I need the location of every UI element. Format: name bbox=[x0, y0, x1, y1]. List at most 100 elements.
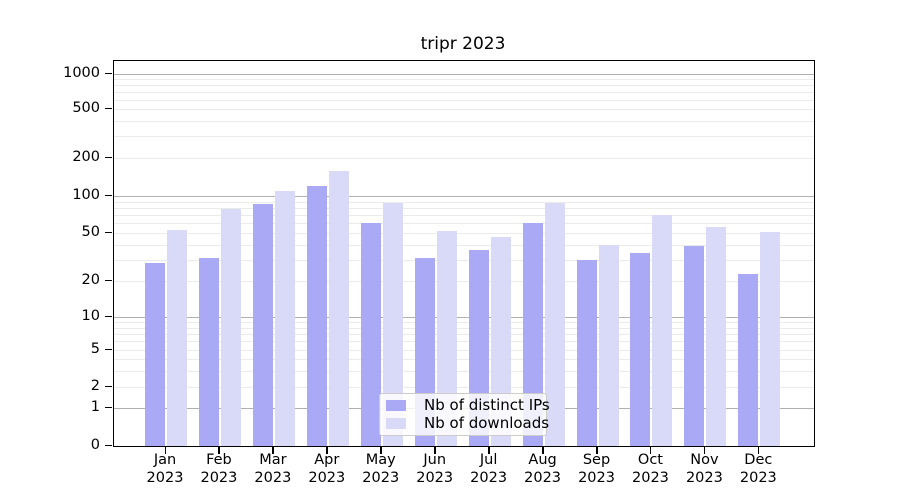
gridline-minor bbox=[114, 341, 814, 343]
bar-distinct-ips-sep bbox=[576, 259, 597, 446]
y-tick bbox=[105, 348, 112, 350]
y-tick-label: 5 bbox=[90, 341, 100, 357]
gridline-minor bbox=[114, 120, 814, 122]
y-tick bbox=[105, 406, 112, 408]
x-tick-label: Apr 2023 bbox=[308, 452, 346, 486]
gridline-minor bbox=[114, 207, 814, 209]
x-tick bbox=[649, 446, 652, 454]
bar-downloads-apr bbox=[328, 170, 349, 446]
gridline-minor bbox=[114, 92, 814, 93]
y-tick bbox=[105, 444, 112, 446]
x-tick-label: Jan 2023 bbox=[146, 452, 184, 486]
legend-row-downloads: Nb of downloads bbox=[386, 415, 549, 432]
y-tick-label: 50 bbox=[81, 224, 100, 240]
x-tick bbox=[488, 446, 490, 454]
bar-distinct-ips-dec bbox=[738, 273, 759, 446]
y-tick-label: 1 bbox=[90, 399, 100, 415]
gridline-minor bbox=[114, 85, 814, 87]
gridline-minor bbox=[114, 333, 814, 335]
gridline-minor bbox=[114, 244, 814, 246]
gridline-minor bbox=[114, 322, 814, 324]
y-tick-label: 1000 bbox=[63, 65, 100, 81]
x-tick-label: Mar 2023 bbox=[254, 452, 292, 486]
y-tick bbox=[105, 156, 112, 158]
y-tick bbox=[105, 231, 112, 233]
bar-downloads-oct bbox=[652, 215, 673, 446]
gridline-major bbox=[114, 74, 814, 75]
legend: Nb of distinct IPs Nb of downloads bbox=[379, 393, 550, 436]
bar-downloads-dec bbox=[760, 231, 781, 446]
x-tick bbox=[164, 446, 166, 454]
x-tick-label: Jun 2023 bbox=[416, 452, 454, 486]
gridline-minor bbox=[114, 109, 814, 110]
bar-distinct-ips-oct bbox=[630, 253, 651, 446]
bar-distinct-ips-feb bbox=[198, 258, 219, 446]
gridline-minor bbox=[114, 79, 814, 81]
x-tick-label: Jul 2023 bbox=[470, 452, 508, 486]
bar-downloads-feb bbox=[220, 209, 241, 446]
bar-distinct-ips-jan bbox=[145, 263, 165, 446]
legend-label-downloads: Nb of downloads bbox=[424, 414, 550, 432]
gridline-minor bbox=[114, 327, 814, 329]
plot-area bbox=[113, 60, 815, 447]
legend-label-distinct-ips: Nb of distinct IPs bbox=[424, 396, 550, 414]
gridline-minor bbox=[114, 281, 814, 282]
gridline-minor bbox=[114, 233, 814, 234]
bar-distinct-ips-may bbox=[360, 223, 381, 446]
y-tick bbox=[105, 315, 112, 317]
x-tick bbox=[380, 446, 382, 454]
bar-distinct-ips-mar bbox=[252, 204, 273, 446]
y-tick-label: 20 bbox=[81, 272, 100, 288]
bar-downloads-mar bbox=[274, 190, 295, 446]
bar-downloads-may bbox=[382, 202, 403, 446]
gridline-minor bbox=[114, 99, 814, 101]
gridline-minor bbox=[114, 223, 814, 225]
bar-distinct-ips-apr bbox=[306, 186, 327, 446]
legend-swatch-downloads bbox=[386, 418, 406, 429]
bar-downloads-jun bbox=[436, 230, 457, 446]
bar-downloads-nov bbox=[706, 226, 727, 446]
gridline-minor bbox=[114, 136, 814, 138]
bar-distinct-ips-nov bbox=[684, 246, 705, 446]
chart-title: tripr 2023 bbox=[420, 34, 506, 54]
x-tick-label: May 2023 bbox=[362, 452, 400, 486]
gridline-minor bbox=[114, 387, 814, 388]
bar-distinct-ips-aug bbox=[522, 223, 543, 446]
y-tick bbox=[105, 279, 112, 281]
x-tick-label: Sep 2023 bbox=[578, 452, 615, 486]
legend-row-distinct-ips: Nb of distinct IPs bbox=[386, 397, 550, 414]
x-tick bbox=[596, 446, 598, 454]
gridline-major bbox=[114, 317, 814, 318]
y-tick bbox=[105, 72, 112, 74]
x-tick bbox=[542, 446, 544, 454]
x-tick bbox=[703, 446, 706, 454]
y-tick-label: 100 bbox=[72, 187, 100, 203]
x-tick-label: Nov 2023 bbox=[685, 452, 723, 486]
y-tick-label: 0 bbox=[90, 437, 100, 453]
gridline-minor bbox=[114, 215, 814, 217]
y-tick bbox=[105, 194, 112, 196]
x-tick bbox=[434, 446, 436, 454]
y-tick-label: 500 bbox=[72, 100, 100, 116]
gridline-minor bbox=[114, 359, 814, 360]
y-tick bbox=[105, 107, 112, 109]
gridline-minor bbox=[114, 259, 814, 261]
bar-downloads-sep bbox=[598, 244, 619, 446]
x-tick-label: Dec 2023 bbox=[739, 452, 777, 486]
y-tick-label: 10 bbox=[81, 308, 100, 324]
bar-downloads-aug bbox=[544, 202, 565, 446]
x-tick bbox=[757, 446, 760, 454]
x-tick bbox=[218, 446, 220, 454]
legend-swatch-distinct-ips bbox=[386, 400, 406, 411]
y-tick bbox=[105, 385, 112, 387]
x-tick bbox=[272, 446, 274, 454]
gridline-minor bbox=[114, 201, 814, 203]
x-tick-label: Oct 2023 bbox=[632, 452, 669, 486]
gridline-minor bbox=[114, 370, 814, 372]
x-tick-label: Feb 2023 bbox=[200, 452, 238, 486]
bar-downloads-jan bbox=[167, 229, 187, 446]
y-tick-label: 2 bbox=[90, 378, 100, 394]
gridline-major bbox=[114, 196, 814, 197]
x-tick bbox=[326, 446, 328, 454]
